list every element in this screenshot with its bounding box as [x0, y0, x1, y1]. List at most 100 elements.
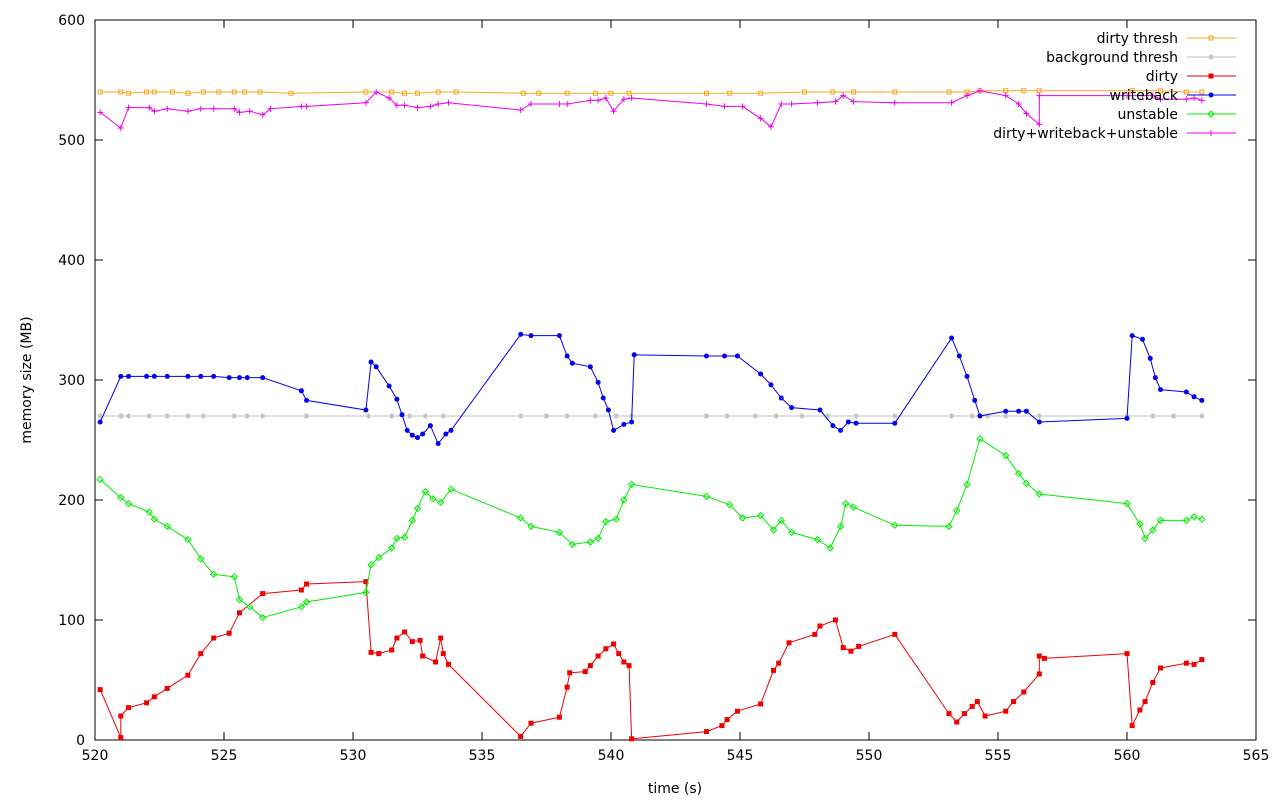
- series-0: [97, 88, 1205, 96]
- data-point: [406, 413, 413, 419]
- data-point: [719, 723, 725, 729]
- data-point: [422, 413, 429, 419]
- data-point: [367, 561, 375, 569]
- data-point: [267, 105, 274, 112]
- data-point: [297, 603, 306, 611]
- data-point: [1016, 408, 1022, 414]
- legend-entry: dirty thresh: [1097, 31, 1236, 47]
- data-point: [433, 659, 439, 665]
- data-point: [126, 373, 132, 379]
- data-point: [605, 407, 611, 413]
- x-tick-label: 540: [598, 748, 625, 764]
- series-5: [97, 87, 1205, 131]
- data-point: [97, 419, 103, 425]
- data-point: [144, 700, 150, 706]
- data-point: [298, 587, 304, 593]
- data-point: [610, 108, 617, 115]
- data-point: [386, 383, 392, 389]
- data-point: [891, 99, 898, 106]
- data-point: [789, 405, 795, 411]
- data-point: [151, 373, 157, 379]
- data-point: [216, 89, 222, 95]
- legend-label: dirty: [1146, 69, 1178, 85]
- data-point: [126, 90, 132, 96]
- data-point: [963, 480, 971, 489]
- x-tick-label: 545: [727, 748, 754, 764]
- data-point: [1198, 515, 1206, 523]
- data-point: [595, 97, 602, 104]
- data-point: [1191, 95, 1198, 101]
- y-tick-label: 0: [76, 733, 85, 749]
- data-point: [260, 375, 266, 381]
- data-point: [616, 651, 622, 657]
- data-point: [1015, 101, 1022, 107]
- data-point: [703, 413, 710, 419]
- data-point: [564, 353, 570, 359]
- data-point: [757, 115, 764, 122]
- data-point: [593, 90, 599, 96]
- data-point: [1141, 534, 1149, 543]
- data-point: [948, 413, 955, 419]
- data-point: [1003, 708, 1009, 714]
- data-point: [420, 431, 426, 437]
- data-point: [97, 413, 104, 419]
- data-point: [631, 352, 637, 358]
- series-line: [99, 90, 1202, 129]
- data-point: [402, 90, 408, 96]
- data-point: [1158, 88, 1164, 94]
- data-point: [236, 375, 242, 381]
- data-point: [603, 646, 609, 652]
- data-point: [703, 353, 709, 359]
- legend-label: writeback: [1110, 88, 1179, 104]
- data-point: [1123, 499, 1131, 508]
- data-point: [389, 647, 395, 653]
- data-point: [244, 375, 250, 381]
- data-point: [586, 538, 595, 546]
- data-point: [1036, 419, 1042, 425]
- data-point: [298, 388, 304, 394]
- data-point: [400, 533, 409, 541]
- data-point: [528, 720, 534, 726]
- data-point: [595, 379, 601, 385]
- data-point: [984, 413, 991, 419]
- data-point: [892, 89, 898, 95]
- data-point: [587, 97, 594, 104]
- data-point: [1136, 520, 1144, 528]
- data-point: [401, 102, 408, 109]
- data-point: [257, 89, 263, 95]
- data-point: [977, 413, 983, 419]
- legend: dirty thresh background thresh dirty writeb…: [993, 31, 1236, 142]
- data-point: [235, 595, 244, 604]
- x-axis-label: time (s): [648, 781, 702, 797]
- data-point: [363, 407, 369, 413]
- data-point: [838, 427, 844, 433]
- data-point: [1014, 469, 1023, 478]
- data-point: [211, 373, 217, 379]
- data-point: [627, 480, 636, 489]
- data-point: [946, 711, 952, 717]
- data-point: [976, 435, 984, 443]
- data-point: [592, 413, 599, 419]
- data-point: [1041, 655, 1047, 661]
- data-point: [1124, 415, 1130, 421]
- data-point: [1156, 516, 1165, 525]
- data-point: [516, 514, 525, 522]
- data-point: [151, 89, 157, 95]
- data-point: [1149, 413, 1156, 419]
- data-point: [769, 526, 778, 534]
- data-point: [226, 375, 232, 381]
- data-point: [613, 413, 620, 419]
- data-point: [185, 90, 191, 96]
- data-point: [842, 499, 850, 508]
- data-point: [527, 522, 535, 531]
- data-point: [773, 413, 780, 419]
- legend-entry: dirty: [1146, 69, 1236, 85]
- x-tick-label: 530: [340, 748, 367, 764]
- data-point: [185, 373, 191, 379]
- data-point: [258, 613, 267, 622]
- data-point: [856, 643, 862, 649]
- data-point: [1022, 479, 1031, 487]
- data-point: [164, 373, 170, 379]
- data-point: [246, 108, 253, 115]
- data-point: [440, 651, 446, 657]
